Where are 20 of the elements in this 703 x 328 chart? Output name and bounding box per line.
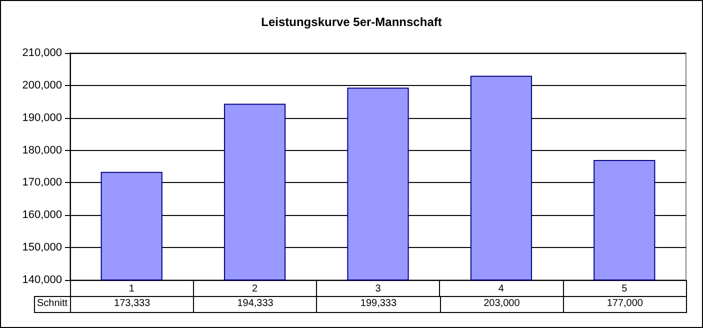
y-tick-label: 160,000 (22, 209, 62, 222)
y-tick-label: 190,000 (22, 112, 62, 124)
y-tick-label: 210,000 (22, 47, 62, 59)
x-tick-label: 5 (622, 284, 628, 294)
text: Schnitt (34, 296, 71, 313)
y-tick-label: 150,000 (22, 242, 62, 254)
data-label: 203,000 (440, 296, 564, 313)
y-tick-label: 170,000 (22, 176, 62, 189)
y-tick-label: 180,000 (22, 144, 62, 156)
x-tick-label: 3 (375, 284, 382, 294)
y-tick-label: 140,000 (22, 274, 62, 286)
chart-title: Leistungskurve 5er-Mannschaft (261, 15, 442, 29)
x-tick-label: 1 (128, 284, 135, 294)
data-label: 177,000 (562, 296, 687, 313)
data-label: 173,333 (70, 296, 194, 313)
x-tick-label: 4 (498, 284, 504, 294)
x-tick-label: 2 (252, 284, 258, 294)
data-label: 199,333 (316, 296, 441, 313)
y-tick-label: 200,000 (22, 79, 62, 92)
data-label: 194,333 (193, 296, 318, 313)
